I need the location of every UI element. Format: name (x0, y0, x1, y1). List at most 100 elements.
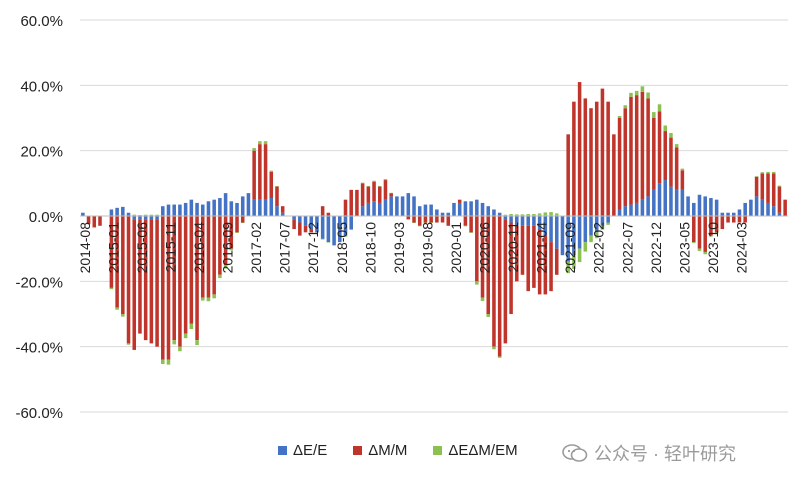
bar-dm (406, 216, 411, 220)
bar-de (366, 202, 371, 216)
bar-dedm (543, 212, 548, 216)
bar-dm (497, 216, 502, 357)
bar-de (320, 216, 325, 239)
bar-de (692, 202, 696, 216)
bar-dedm (680, 168, 685, 171)
bar-dedm (617, 116, 622, 118)
bar-dedm (623, 105, 628, 109)
bar-de (115, 207, 119, 216)
legend-label-dedm: ΔEΔM/EM (448, 442, 518, 459)
bar-dedm (549, 212, 553, 216)
bar-dm (509, 222, 513, 314)
bar-dm (457, 199, 462, 203)
bar-dedm (172, 340, 176, 345)
bar-de (263, 199, 268, 216)
bar-dm (469, 216, 473, 233)
y-tick-label: 0.0% (29, 209, 63, 226)
bar-dm (714, 216, 719, 233)
y-tick-label: 20.0% (20, 144, 63, 161)
bar-dedm (349, 229, 353, 231)
bar-dm (629, 96, 633, 205)
x-tick-label: 2022-12 (648, 222, 664, 274)
x-tick-label: 2024-03 (733, 222, 749, 274)
x-tick-label: 2020-01 (448, 222, 464, 274)
bar-de (475, 199, 479, 216)
bar-de (149, 216, 154, 220)
x-tick-label: 2023-05 (676, 222, 692, 274)
bar-de (731, 212, 736, 216)
bar-dm (138, 219, 142, 334)
x-tick-label: 2015-06 (134, 222, 150, 274)
bar-dedm (554, 213, 559, 216)
bar-de (303, 216, 308, 226)
bar-de (200, 204, 205, 216)
bar-de (703, 196, 707, 216)
bar-dm (223, 216, 228, 265)
legend-swatch-de (278, 446, 287, 455)
bar-dedm (652, 112, 656, 118)
bar-dedm (492, 346, 496, 350)
x-tick-label: 2017-07 (277, 222, 293, 274)
bar-dedm (223, 265, 228, 269)
bar-dedm (417, 225, 422, 227)
bar-de (252, 199, 256, 216)
bar-dm (634, 95, 639, 203)
legend-label-dm: ΔM/M (368, 442, 408, 459)
bar-dedm (406, 219, 411, 220)
bar-dedm (503, 214, 508, 216)
bar-dedm (143, 214, 148, 216)
bar-de (258, 199, 262, 216)
bar-de (275, 206, 279, 216)
legend-item-de: ΔE/E (278, 442, 327, 459)
bar-de (737, 209, 742, 216)
bar-dedm (126, 343, 131, 345)
bar-dedm (657, 104, 662, 112)
bar-dm (697, 216, 702, 249)
bar-de (526, 216, 530, 226)
bar-dedm (200, 297, 205, 301)
bar-dm (429, 216, 433, 223)
bar-dm (275, 186, 279, 207)
bar-de (623, 206, 628, 216)
bar-dm (669, 137, 673, 187)
bar-de (383, 199, 388, 216)
legend-item-dm: ΔM/M (353, 442, 407, 459)
x-tick-label: 2018-05 (334, 222, 350, 274)
bar-dedm (189, 323, 194, 330)
legend-label-de: ΔE/E (293, 442, 328, 459)
bar-de (600, 216, 605, 226)
bar-dm (532, 225, 536, 288)
bar-dedm (486, 314, 491, 317)
bar-dedm (166, 359, 171, 365)
bar-dm (212, 216, 216, 295)
bar-de (657, 183, 662, 216)
x-tick-label: 2021-04 (534, 222, 550, 274)
bar-de (714, 199, 719, 216)
x-tick-label: 2019-03 (391, 222, 407, 274)
bar-dedm (372, 180, 376, 182)
bar-dm (543, 235, 548, 295)
bar-dedm (520, 214, 525, 216)
x-tick-label: 2016-04 (191, 222, 207, 274)
bar-de (400, 196, 405, 216)
bar-de (326, 216, 331, 243)
bar-dm (486, 216, 491, 314)
bar-dedm (697, 248, 702, 251)
bar-de (412, 196, 416, 216)
bar-dm (674, 147, 679, 190)
bar-dedm (155, 214, 159, 216)
bar-dm (121, 216, 125, 314)
wechat-icon (562, 443, 588, 463)
bar-dm (612, 134, 616, 216)
bar-dm (143, 219, 148, 341)
bar-dm (229, 216, 234, 249)
bar-dm (766, 173, 770, 203)
bar-de (646, 196, 650, 216)
bar-dedm (469, 232, 473, 233)
bar-dedm (709, 235, 713, 237)
bar-de (589, 216, 593, 236)
bar-dm (549, 242, 553, 292)
x-tick-label: 2015-01 (105, 222, 121, 274)
bar-dedm (669, 133, 673, 138)
bar-dm (737, 216, 742, 223)
